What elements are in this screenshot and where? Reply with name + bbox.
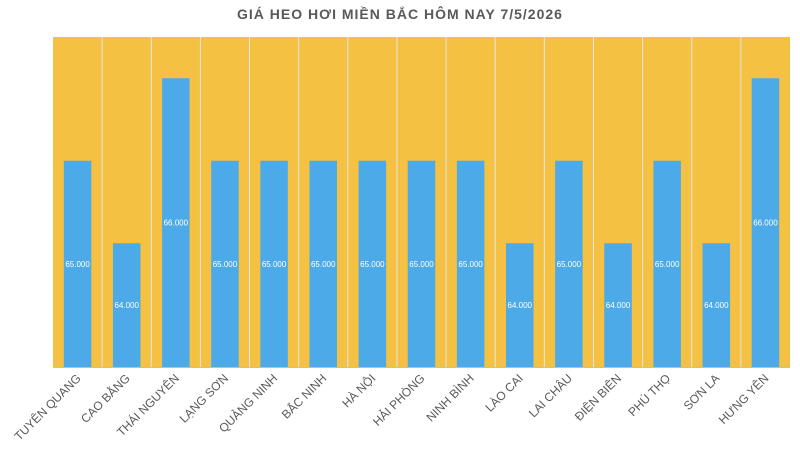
data-label: 64.000 — [114, 301, 139, 310]
data-label: 64.000 — [704, 301, 729, 310]
bar — [506, 243, 534, 367]
x-tick-label: BẮC NINH — [278, 371, 329, 422]
x-tick-label: HƯNG YÊN — [715, 371, 771, 427]
bar — [604, 243, 632, 367]
bar — [63, 160, 92, 367]
bar — [211, 160, 239, 367]
chart-title: GIÁ HEO HƠI MIỀN BẮC HÔM NAY 7/5/2026 — [237, 6, 563, 22]
data-label: 64.000 — [508, 301, 533, 310]
x-tick-label: LÀO CAI — [482, 371, 526, 415]
data-label: 65.000 — [458, 260, 483, 269]
bar — [260, 160, 288, 367]
bar — [456, 160, 485, 367]
bar — [702, 243, 731, 367]
data-label: 65.000 — [557, 260, 582, 269]
bar — [112, 243, 141, 367]
data-label: 65.000 — [262, 260, 287, 269]
x-tick-label: LAI CHÂU — [525, 371, 575, 421]
bar — [653, 160, 681, 367]
x-tick-label: NINH BÌNH — [423, 371, 477, 425]
data-label: 65.000 — [409, 260, 434, 269]
data-label: 66.000 — [753, 219, 778, 228]
x-tick-label: SƠN LA — [681, 371, 723, 413]
bar — [555, 160, 583, 367]
bar — [751, 78, 780, 367]
data-label: 65.000 — [213, 260, 238, 269]
bar — [358, 160, 387, 367]
bar — [309, 160, 337, 367]
data-label: 64.000 — [606, 301, 631, 310]
bar — [407, 160, 436, 367]
x-tick-label: TUYÊN QUANG — [11, 371, 84, 444]
data-label: 65.000 — [311, 260, 336, 269]
data-label: 66.000 — [164, 219, 189, 228]
data-label: 65.000 — [65, 260, 90, 269]
x-tick-label: HÀ NỘI — [339, 371, 379, 411]
x-tick-label: PHÚ THỌ — [625, 371, 674, 420]
data-label: 65.000 — [655, 260, 680, 269]
bar — [162, 78, 190, 367]
x-tick-label: HẢI PHÒNG — [369, 371, 427, 429]
x-tick-label: ĐIỆN BIÊN — [571, 371, 624, 424]
data-label: 65.000 — [360, 260, 385, 269]
